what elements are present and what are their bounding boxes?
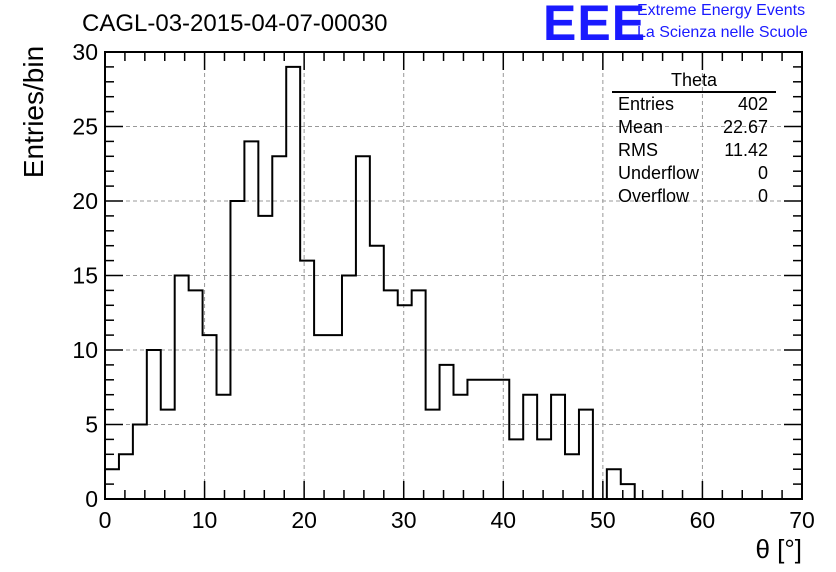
histogram-bin [119,454,133,499]
histogram-bin [203,335,217,499]
x-tick-label: 20 [291,507,317,533]
stats-box: Theta Entries 402 Mean 22.67 RMS 11.42 U… [612,70,776,208]
histogram-bin [133,425,147,500]
histogram-bin [440,365,454,499]
histogram-bin [565,454,579,499]
stats-value: 0 [757,186,768,206]
stats-value: 11.42 [724,140,768,160]
histogram-bin [175,276,189,500]
stats-label: Entries [618,94,675,114]
histogram-bin [607,469,621,499]
y-axis-label: Entries/bin [18,45,49,179]
histogram-bin [314,335,328,499]
histogram-bin [454,395,468,499]
histogram-bin [356,156,370,499]
histogram-bin [523,395,537,499]
histogram-bin [272,156,286,499]
stats-label: Underflow [618,163,700,183]
histogram-bin [189,290,203,499]
histogram-bin [467,380,481,499]
y-tick-label: 5 [85,412,98,438]
grid-lines [105,52,802,499]
histogram-bin [579,410,593,499]
histogram-bin [161,410,175,499]
histogram-bin [537,439,551,499]
histogram-bin [258,216,272,499]
histogram-bin [286,67,300,499]
chart-title: CAGL-03-2015-04-07-00030 [82,10,388,37]
x-tick-label: 60 [690,507,716,533]
x-tick-labels: 0 10 20 30 40 50 60 70 [99,507,815,533]
histogram-bin [426,410,440,499]
histogram-bin [300,261,314,499]
x-tick-label: 70 [789,507,815,533]
y-tick-label: 30 [72,39,98,65]
y-tick-labels: 0 5 10 15 20 25 30 [72,39,98,512]
histogram-bin [384,290,398,499]
histogram-bins [105,67,635,499]
eee-logo: EEE [543,0,647,51]
axis-ticks [104,51,803,500]
stats-row-overflow: Overflow 0 [612,185,776,208]
stats-value: 0 [757,163,768,183]
y-tick-label: 15 [72,263,98,289]
histogram-bin [509,439,523,499]
y-tick-label: 10 [72,337,98,363]
stats-row-rms: RMS 11.42 [612,139,776,162]
histogram-bin [147,350,161,499]
histogram-bin [328,335,342,499]
stats-title: Theta [612,70,776,93]
histogram-bin [481,380,495,499]
stats-label: Mean [618,117,664,137]
stats-label: RMS [618,140,658,160]
histogram-bin [230,201,244,499]
histogram-bin [412,290,426,499]
histogram-bin [551,395,565,499]
histogram-bin [398,305,412,499]
y-tick-label: 20 [72,188,98,214]
y-tick-label: 0 [85,486,98,512]
stats-row-underflow: Underflow 0 [612,162,776,185]
stats-value: 22.67 [722,117,768,137]
x-tick-label: 50 [590,507,616,533]
stats-row-entries: Entries 402 [612,93,776,116]
x-axis-label: θ [°] [755,534,802,564]
logo-line-2: La Scienza nelle Scuole [637,24,808,41]
histogram-outline [104,65,802,500]
histogram-bin [370,246,384,499]
stats-row-mean: Mean 22.67 [612,116,776,139]
x-tick-label: 30 [391,507,417,533]
x-tick-label: 10 [192,507,218,533]
y-tick-label: 25 [72,114,98,140]
x-tick-label: 40 [490,507,516,533]
histogram-bin [217,395,231,499]
stats-label: Overflow [618,186,690,206]
histogram-bin [342,276,356,500]
x-tick-label: 0 [99,507,112,533]
histogram-bin [495,380,509,499]
logo-line-1: Extreme Energy Events [637,2,806,19]
histogram-bin [244,141,258,499]
stats-value: 402 [737,94,768,114]
